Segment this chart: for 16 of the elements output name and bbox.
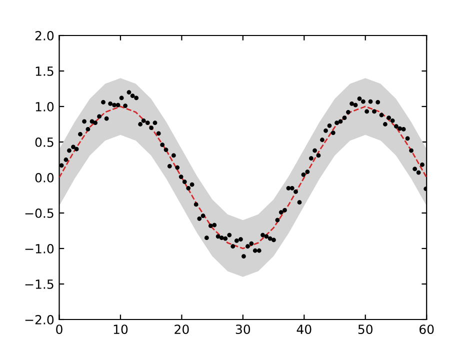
y-tick-label: 1.5 <box>36 66 54 76</box>
x-tick-label: 0 <box>56 324 62 334</box>
x-tick-label: 30 <box>236 324 250 334</box>
y-tick-label: 1.0 <box>36 102 54 112</box>
x-tick-label: 10 <box>114 324 128 334</box>
y-tick-label: −0.5 <box>25 208 54 218</box>
x-tick-label: 20 <box>174 324 189 334</box>
x-tick-label: 60 <box>420 324 434 334</box>
y-tick-label: −2.0 <box>25 314 54 324</box>
y-tick-label: 0.5 <box>35 137 54 147</box>
y-tick-label: 0.0 <box>35 172 54 182</box>
y-tick-label: −1.0 <box>25 244 54 254</box>
x-tick-label: 50 <box>358 324 372 334</box>
y-tick-label: −1.5 <box>25 280 54 289</box>
x-tick-label: 40 <box>296 324 312 334</box>
y-tick-label: 2.0 <box>35 30 54 40</box>
